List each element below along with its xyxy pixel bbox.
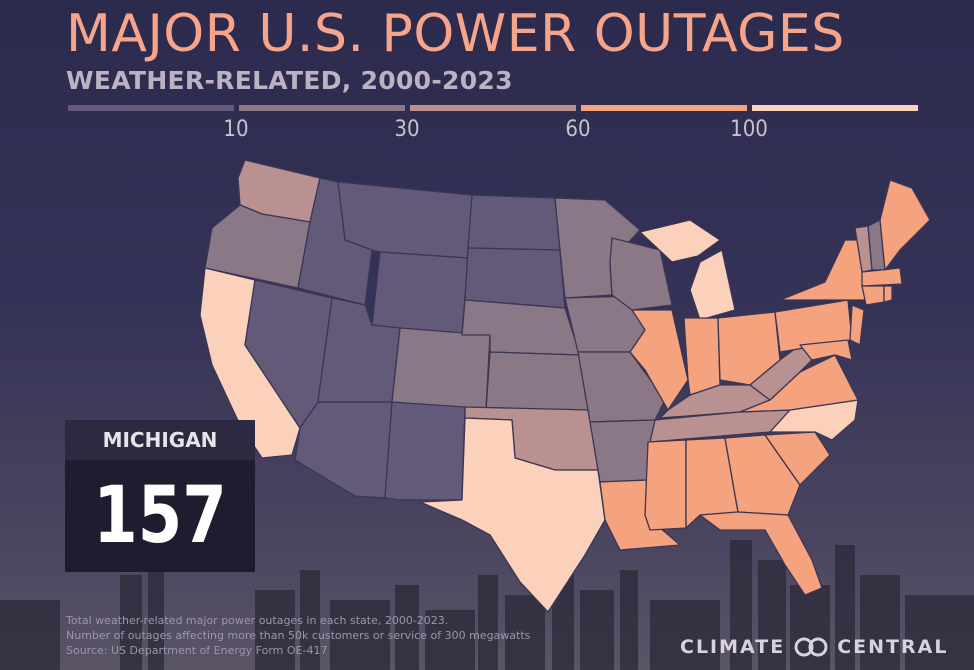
brand-name-left: CLIMATE (680, 636, 786, 658)
state-missouri[interactable] (577, 351, 666, 423)
brand-logo: CLIMATE CENTRAL (680, 636, 948, 658)
climate-central-logo-icon (794, 637, 828, 657)
legend-tick-10: 10 (223, 117, 249, 142)
state-maine[interactable] (879, 179, 931, 271)
page-title: MAJOR U.S. POWER OUTAGES (66, 4, 845, 64)
legend-tick-100: 100 (730, 117, 768, 142)
state-michigan[interactable] (639, 219, 736, 321)
legend-bin-over-100 (752, 105, 918, 111)
callout-state-name: MICHIGAN (65, 420, 255, 460)
callout-outage-count: 157 (93, 471, 227, 561)
state-new-mexico[interactable] (384, 401, 466, 501)
legend-bin-60-100 (581, 105, 747, 111)
legend-tick-30: 30 (394, 117, 420, 142)
state-north-dakota[interactable] (467, 194, 561, 251)
state-wyoming[interactable] (371, 251, 469, 336)
legend-tick-60: 60 (565, 117, 591, 142)
page-subtitle: WEATHER-RELATED, 2000-2023 (66, 66, 513, 95)
footnote-source: Source: US Department of Energy Form OE-… (66, 644, 328, 657)
state-maryland[interactable] (799, 339, 853, 361)
state-massachusetts[interactable] (861, 267, 903, 287)
legend-bin-under-10 (68, 105, 234, 111)
state-south-dakota[interactable] (464, 247, 566, 309)
legend-bin-30-60 (410, 105, 576, 111)
brand-name-right: CENTRAL (837, 636, 949, 658)
footnote-description: Total weather-related major power outage… (66, 614, 449, 627)
footnote-definition: Number of outages affecting more than 50… (66, 629, 531, 642)
state-indiana[interactable] (683, 317, 721, 396)
state-florida[interactable] (699, 511, 823, 596)
state-mississippi[interactable] (644, 439, 687, 531)
state-colorado[interactable] (391, 327, 491, 411)
state-south-carolina[interactable] (764, 431, 831, 486)
state-illinois[interactable] (629, 309, 689, 411)
state-kansas[interactable] (485, 351, 591, 411)
state-callout-panel: MICHIGAN 157 (65, 420, 255, 572)
state-arkansas[interactable] (589, 419, 656, 483)
state-connecticut[interactable] (861, 285, 885, 306)
state-georgia[interactable] (724, 434, 801, 516)
state-arizona[interactable] (294, 401, 393, 499)
state-texas[interactable] (419, 417, 606, 613)
legend-bin-10-30 (239, 105, 405, 111)
state-new-jersey[interactable] (849, 304, 865, 346)
state-new-york[interactable] (779, 239, 869, 301)
state-rhode-island[interactable] (883, 285, 893, 303)
